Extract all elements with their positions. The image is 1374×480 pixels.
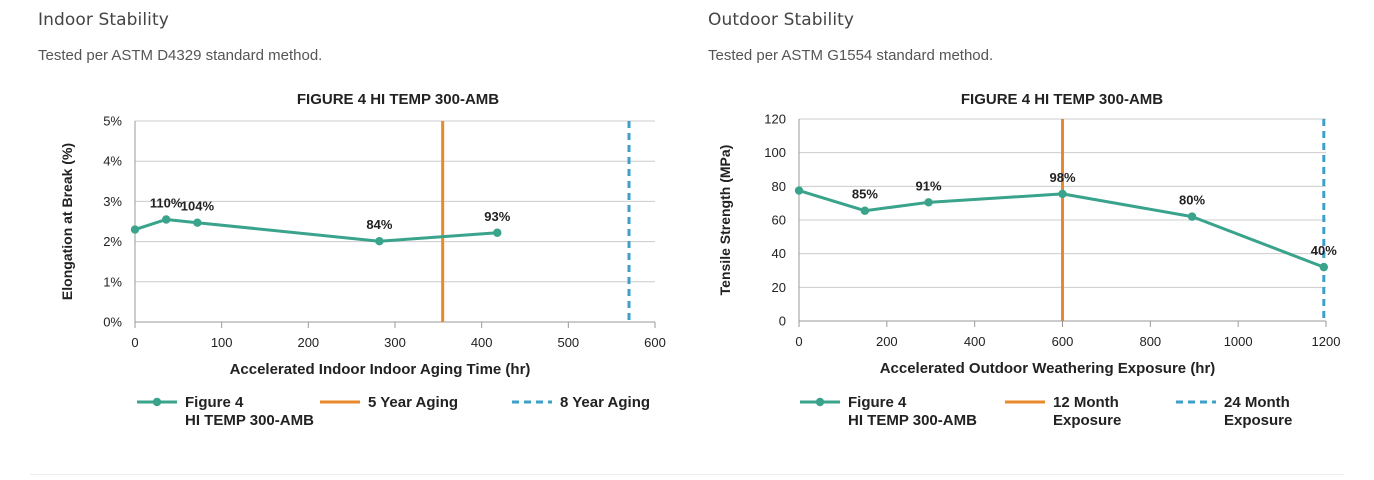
data-label: 110%: [150, 195, 183, 210]
data-point: [1058, 189, 1067, 199]
outdoor-stability-panel: Outdoor Stability Tested per ASTM G1554 …: [670, 0, 1340, 480]
data-point: [924, 198, 933, 207]
legend-label: Figure 4: [848, 394, 907, 411]
x-tick-label: 200: [876, 334, 898, 349]
y-tick-label: 120: [764, 112, 786, 127]
legend-label: Exposure: [1224, 412, 1292, 429]
x-tick-label: 1000: [1224, 334, 1253, 349]
y-tick-label: 0: [779, 314, 786, 329]
data-label: 93%: [484, 209, 510, 224]
y-tick-label: 60: [772, 213, 786, 228]
x-tick-label: 400: [471, 335, 493, 350]
y-tick-label: 0%: [103, 315, 122, 330]
section-title: Outdoor Stability: [708, 10, 855, 30]
section-title: Indoor Stability: [38, 10, 169, 30]
section-subtitle: Tested per ASTM D4329 standard method.: [38, 47, 323, 64]
x-tick-label: 1200: [1312, 334, 1341, 349]
y-tick-label: 1%: [103, 274, 122, 289]
y-tick-label: 5%: [103, 114, 122, 129]
legend-marker: [152, 397, 162, 407]
data-label: 104%: [181, 199, 215, 214]
y-tick-label: 2%: [103, 234, 122, 249]
data-point: [794, 186, 804, 195]
data-point: [860, 206, 870, 215]
legend-marker: [815, 397, 825, 407]
legend-label: 12 Month: [1053, 394, 1119, 411]
legend-label: Figure 4: [185, 394, 244, 411]
x-tick-label: 100: [211, 335, 233, 350]
divider: [30, 474, 1344, 475]
x-axis-label: Accelerated Indoor Indoor Aging Time (hr…: [230, 361, 531, 378]
y-axis-label: Elongation at Break (%): [59, 143, 75, 300]
legend-label: Exposure: [1053, 412, 1121, 429]
y-tick-label: 4%: [103, 154, 122, 169]
y-tick-label: 40: [772, 246, 786, 261]
outdoor-stability-chart: FIGURE 4 HI TEMP 300-AMB0204060801001200…: [717, 91, 1341, 429]
x-tick-label: 200: [297, 335, 319, 350]
data-point: [130, 225, 140, 234]
data-label: 40%: [1311, 243, 1337, 258]
y-tick-label: 20: [772, 280, 786, 295]
x-tick-label: 600: [644, 335, 666, 350]
legend-label: 5 Year Aging: [368, 394, 458, 411]
legend-label: HI TEMP 300-AMB: [185, 412, 314, 429]
chart-title: FIGURE 4 HI TEMP 300-AMB: [297, 91, 499, 108]
data-point: [1319, 262, 1329, 272]
x-tick-label: 0: [131, 335, 138, 350]
indoor-stability-chart: FIGURE 4 HI TEMP 300-AMB 0% 1% 2% 3% 4% 5% 0 100…: [59, 91, 666, 429]
data-point: [1187, 212, 1197, 221]
chart-title: FIGURE 4 HI TEMP 300-AMB: [961, 91, 1163, 108]
section-subtitle: Tested per ASTM G1554 standard method.: [708, 47, 994, 64]
y-tick-label: 80: [772, 179, 786, 194]
data-point: [193, 218, 202, 227]
data-label: 98%: [1049, 170, 1075, 185]
data-point: [375, 236, 384, 246]
legend-label: HI TEMP 300-AMB: [848, 412, 977, 429]
x-tick-label: 400: [964, 334, 986, 349]
y-tick-label: 100: [764, 145, 786, 160]
legend-label: 8 Year Aging: [560, 394, 650, 411]
x-tick-label: 600: [1052, 334, 1074, 349]
x-tick-label: 500: [557, 335, 579, 350]
data-point: [162, 215, 171, 224]
data-label: 85%: [852, 187, 878, 202]
y-axis-label: Tensile Strength (MPa): [717, 145, 733, 296]
x-tick-label: 300: [384, 335, 406, 350]
x-tick-label: 800: [1139, 334, 1161, 349]
y-tick-label: 3%: [103, 194, 122, 209]
x-axis-label: Accelerated Outdoor Weathering Exposure …: [880, 360, 1216, 377]
data-label: 91%: [916, 178, 942, 193]
data-label: 80%: [1179, 193, 1205, 208]
x-tick-label: 0: [795, 334, 802, 349]
series-line: [798, 189, 1325, 269]
indoor-stability-panel: Indoor Stability Tested per ASTM D4329 s…: [0, 0, 666, 480]
legend-label: 24 Month: [1224, 394, 1290, 411]
data-label: 84%: [366, 217, 392, 232]
data-point: [493, 228, 502, 237]
